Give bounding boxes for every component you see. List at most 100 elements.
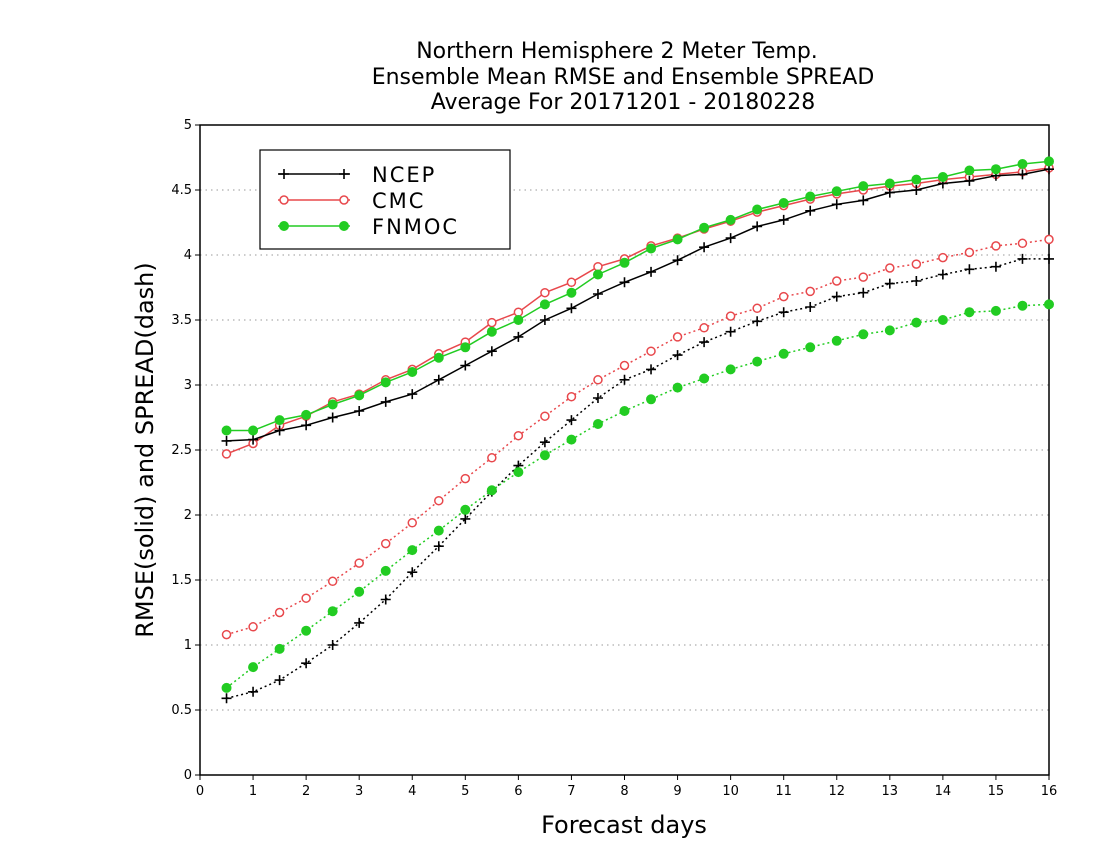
data-point-ncep-rmse [433,374,444,385]
legend-marker [279,221,289,231]
data-point-fnmoc-rmse [990,164,1001,175]
data-point-ncep-spread [1017,253,1028,264]
legend-marker [339,169,349,179]
data-point-cmc-spread [911,259,922,269]
x-tick-label: 2 [302,784,310,799]
data-point-fnmoc-rmse [752,204,763,215]
data-point-cmc-spread [805,286,815,297]
series-fnmoc-spread [221,299,1054,693]
data-point-cmc-spread [885,263,895,273]
y-tick-label: 2 [184,508,192,523]
legend-item-cmc: CMC [278,189,423,213]
data-point-cmc-rmse [566,277,577,288]
data-point-fnmoc-spread [858,329,869,340]
data-point-ncep-spread [672,350,683,361]
legend-marker [279,169,289,179]
data-point-ncep-rmse [380,396,391,407]
data-point-fnmoc-rmse [592,269,603,280]
data-point-ncep-spread [407,567,418,578]
x-tick-label: 5 [461,784,469,799]
data-point-ncep-spread [274,675,285,686]
data-point-ncep-spread [301,658,312,669]
data-point-ncep-rmse [513,331,524,342]
chart-title: Northern Hemisphere 2 Meter Temp. Ensemb… [372,39,875,115]
data-point-fnmoc-spread [460,504,471,515]
data-point-cmc-spread [354,558,364,568]
data-point-ncep-rmse [646,266,657,277]
data-point-fnmoc-spread [964,307,975,318]
x-tick-label: 0 [196,784,204,799]
x-axis-label: Forecast days [541,811,707,839]
data-point-ncep-rmse [274,425,285,436]
data-point-cmc-spread [434,495,444,506]
title-line-1: Northern Hemisphere 2 Meter Temp. [416,39,818,64]
x-tick-label: 7 [567,784,575,799]
y-tick-label: 3.5 [171,313,192,328]
data-point-ncep-spread [592,393,603,403]
data-point-fnmoc-spread [354,586,365,597]
data-point-ncep-rmse [805,205,816,216]
x-tick-label: 12 [828,784,845,799]
data-point-ncep-spread [539,437,550,448]
data-point-ncep-spread [433,541,444,552]
data-point-fnmoc-spread [911,317,922,328]
series-line-cmc-spread [226,238,1050,636]
data-point-cmc-rmse [540,287,550,298]
data-point-cmc-spread [964,247,975,258]
data-point-cmc-spread [938,252,948,263]
data-point-ncep-rmse [539,315,550,325]
data-point-cmc-spread [858,272,869,282]
data-point-ncep-rmse [884,187,895,198]
data-point-fnmoc-rmse [911,174,922,185]
data-point-cmc-rmse [221,449,232,459]
data-point-cmc-spread [301,593,311,603]
data-point-ncep-spread [778,307,789,318]
data-point-cmc-spread [832,276,842,286]
data-point-fnmoc-spread [248,662,259,673]
series-line-ncep-spread [226,258,1049,700]
x-tick-label: 9 [673,784,681,799]
data-point-fnmoc-rmse [1017,159,1028,169]
y-axis: 0 0.5 1 1.5 2 2.5 3 3.5 4 4.5 5 [171,118,200,783]
data-point-fnmoc-spread [221,682,232,693]
data-point-fnmoc-rmse [486,326,497,337]
data-point-fnmoc-rmse [539,299,550,310]
data-point-fnmoc-spread [619,406,630,416]
data-point-fnmoc-spread [805,342,816,353]
series-ncep-spread [221,253,1054,704]
data-point-ncep-spread [858,287,869,298]
data-point-ncep-spread [884,278,895,289]
data-point-ncep-rmse [407,389,418,400]
data-point-ncep-rmse [911,185,922,195]
data-point-cmc-spread [1017,238,1028,249]
data-point-cmc-spread [513,430,524,441]
data-point-cmc-spread [274,607,285,618]
data-point-fnmoc-spread [725,364,736,375]
x-tick-label: 11 [775,784,792,799]
data-point-fnmoc-spread [1044,299,1054,310]
data-point-cmc-spread [566,391,577,402]
data-point-ncep-rmse [672,255,683,266]
data-point-ncep-rmse [619,277,630,288]
data-point-ncep-spread [646,364,657,375]
data-point-fnmoc-rmse [805,191,816,202]
data-point-fnmoc-spread [699,373,710,384]
data-point-fnmoc-rmse [301,409,312,420]
data-point-fnmoc-rmse [937,172,948,182]
legend-marker [279,195,289,205]
data-point-fnmoc-spread [513,467,524,478]
data-point-fnmoc-rmse [778,198,789,208]
y-tick-label: 0.5 [171,703,192,718]
data-point-ncep-rmse [752,221,763,232]
data-point-cmc-spread [1044,234,1054,245]
data-point-fnmoc-spread [1017,300,1028,311]
data-point-cmc-spread [725,311,736,321]
data-point-ncep-spread [805,302,816,312]
data-point-fnmoc-rmse [513,315,524,325]
data-point-cmc-spread [407,518,417,528]
data-point-fnmoc-spread [672,382,683,393]
y-tick-label: 1.5 [171,573,192,588]
data-point-fnmoc-rmse [964,165,975,176]
data-point-cmc-spread [672,332,683,342]
